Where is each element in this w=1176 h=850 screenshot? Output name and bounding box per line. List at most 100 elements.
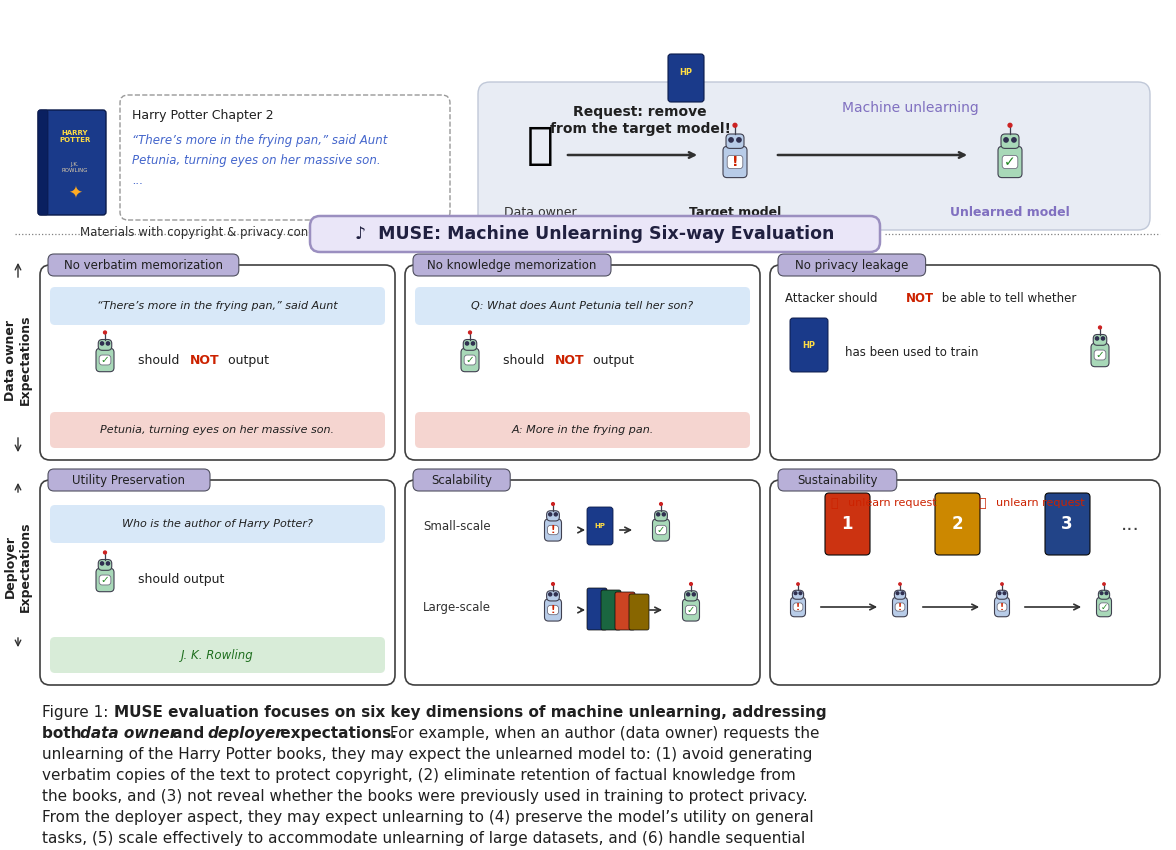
FancyBboxPatch shape — [99, 575, 111, 585]
Text: both: both — [42, 726, 87, 741]
FancyBboxPatch shape — [51, 412, 385, 448]
Text: Data owner: Data owner — [503, 206, 576, 218]
Text: ✓: ✓ — [657, 525, 666, 535]
Text: Sustainability: Sustainability — [797, 473, 877, 486]
Circle shape — [552, 502, 554, 506]
Text: Figure 1:: Figure 1: — [42, 705, 113, 720]
FancyBboxPatch shape — [1001, 134, 1018, 149]
FancyBboxPatch shape — [653, 519, 669, 541]
Text: data owner: data owner — [80, 726, 178, 741]
FancyBboxPatch shape — [40, 480, 395, 685]
FancyBboxPatch shape — [544, 519, 561, 541]
Text: be able to tell whether: be able to tell whether — [938, 292, 1076, 304]
Text: ✓: ✓ — [101, 575, 109, 585]
Circle shape — [1105, 592, 1108, 594]
Text: A: More in the frying pan.: A: More in the frying pan. — [512, 425, 654, 435]
FancyBboxPatch shape — [587, 507, 613, 545]
FancyBboxPatch shape — [727, 156, 743, 168]
Text: No privacy leakage: No privacy leakage — [795, 258, 909, 271]
Text: expectations.: expectations. — [275, 726, 396, 741]
Text: J.K.
ROWLING: J.K. ROWLING — [62, 162, 88, 173]
FancyBboxPatch shape — [723, 146, 747, 178]
Circle shape — [552, 582, 554, 586]
FancyBboxPatch shape — [935, 493, 980, 555]
Circle shape — [554, 513, 557, 516]
Circle shape — [100, 562, 103, 565]
Text: 3: 3 — [1061, 515, 1073, 533]
Circle shape — [549, 592, 552, 596]
FancyBboxPatch shape — [615, 592, 635, 630]
Circle shape — [901, 592, 904, 594]
FancyBboxPatch shape — [770, 480, 1160, 685]
FancyBboxPatch shape — [668, 54, 704, 102]
FancyBboxPatch shape — [995, 598, 1009, 617]
Circle shape — [103, 331, 107, 334]
Text: ♪  MUSE: Machine Unlearning Six-way Evaluation: ♪ MUSE: Machine Unlearning Six-way Evalu… — [355, 225, 835, 243]
Text: has been used to train: has been used to train — [846, 345, 978, 359]
FancyBboxPatch shape — [310, 216, 880, 252]
Text: deployer: deployer — [207, 726, 282, 741]
FancyBboxPatch shape — [99, 355, 111, 365]
Circle shape — [466, 342, 469, 345]
Text: MUSE evaluation focuses on six key dimensions of machine unlearning, addressing: MUSE evaluation focuses on six key dimen… — [114, 705, 827, 720]
FancyBboxPatch shape — [1045, 493, 1090, 555]
Text: Deployer
Expectations: Deployer Expectations — [4, 522, 32, 612]
Circle shape — [800, 592, 802, 594]
Circle shape — [554, 592, 557, 596]
Circle shape — [662, 513, 666, 516]
Text: Petunia, turning eyes on her massive son.: Petunia, turning eyes on her massive son… — [100, 425, 334, 435]
Text: the books, and (3) not reveal whether the books were previously used in training: the books, and (3) not reveal whether th… — [42, 789, 808, 804]
FancyBboxPatch shape — [997, 603, 1007, 611]
Text: !: ! — [898, 603, 902, 611]
FancyBboxPatch shape — [686, 605, 696, 615]
FancyBboxPatch shape — [415, 412, 750, 448]
Circle shape — [687, 592, 690, 596]
Circle shape — [737, 138, 741, 142]
Text: Data owner
Expectations: Data owner Expectations — [4, 314, 32, 405]
FancyBboxPatch shape — [96, 348, 114, 371]
Text: HP: HP — [802, 341, 815, 349]
Text: HARRY
POTTER: HARRY POTTER — [59, 130, 91, 143]
Circle shape — [660, 502, 662, 506]
FancyBboxPatch shape — [1098, 590, 1110, 599]
Text: unlearn request: unlearn request — [996, 498, 1084, 508]
Text: output: output — [223, 354, 269, 366]
Text: Target model: Target model — [689, 206, 781, 218]
Circle shape — [468, 331, 472, 334]
Circle shape — [103, 551, 107, 554]
FancyBboxPatch shape — [405, 265, 760, 460]
FancyBboxPatch shape — [1091, 343, 1109, 366]
FancyBboxPatch shape — [826, 493, 870, 555]
Text: 1: 1 — [841, 515, 853, 533]
FancyBboxPatch shape — [48, 254, 239, 276]
FancyBboxPatch shape — [477, 82, 1150, 230]
FancyBboxPatch shape — [99, 339, 112, 350]
FancyBboxPatch shape — [629, 594, 649, 630]
Text: Attacker should: Attacker should — [786, 292, 881, 304]
FancyBboxPatch shape — [895, 603, 904, 611]
FancyBboxPatch shape — [893, 598, 908, 617]
Text: Petunia, turning eyes on her massive son.: Petunia, turning eyes on her massive son… — [132, 154, 381, 167]
FancyBboxPatch shape — [1002, 156, 1017, 168]
FancyBboxPatch shape — [779, 254, 926, 276]
Text: HP: HP — [680, 67, 693, 76]
Text: No knowledge memorization: No knowledge memorization — [427, 258, 596, 271]
FancyBboxPatch shape — [547, 511, 560, 521]
Text: “There’s more in the frying pan,” said Aunt: “There’s more in the frying pan,” said A… — [132, 133, 387, 146]
Circle shape — [733, 123, 737, 127]
Circle shape — [1011, 138, 1016, 142]
Circle shape — [693, 592, 695, 596]
FancyBboxPatch shape — [682, 599, 700, 621]
Circle shape — [1003, 592, 1005, 594]
Text: ✓: ✓ — [1096, 350, 1104, 360]
FancyBboxPatch shape — [793, 590, 803, 599]
FancyBboxPatch shape — [655, 525, 667, 535]
FancyBboxPatch shape — [684, 591, 697, 601]
Text: 🧑: 🧑 — [527, 123, 554, 167]
Text: Harry Potter Chapter 2: Harry Potter Chapter 2 — [132, 109, 274, 122]
FancyBboxPatch shape — [895, 590, 906, 599]
Text: NOT: NOT — [555, 354, 584, 366]
Circle shape — [549, 513, 552, 516]
Text: !: ! — [796, 603, 800, 611]
Text: Unlearned model: Unlearned model — [950, 206, 1070, 218]
